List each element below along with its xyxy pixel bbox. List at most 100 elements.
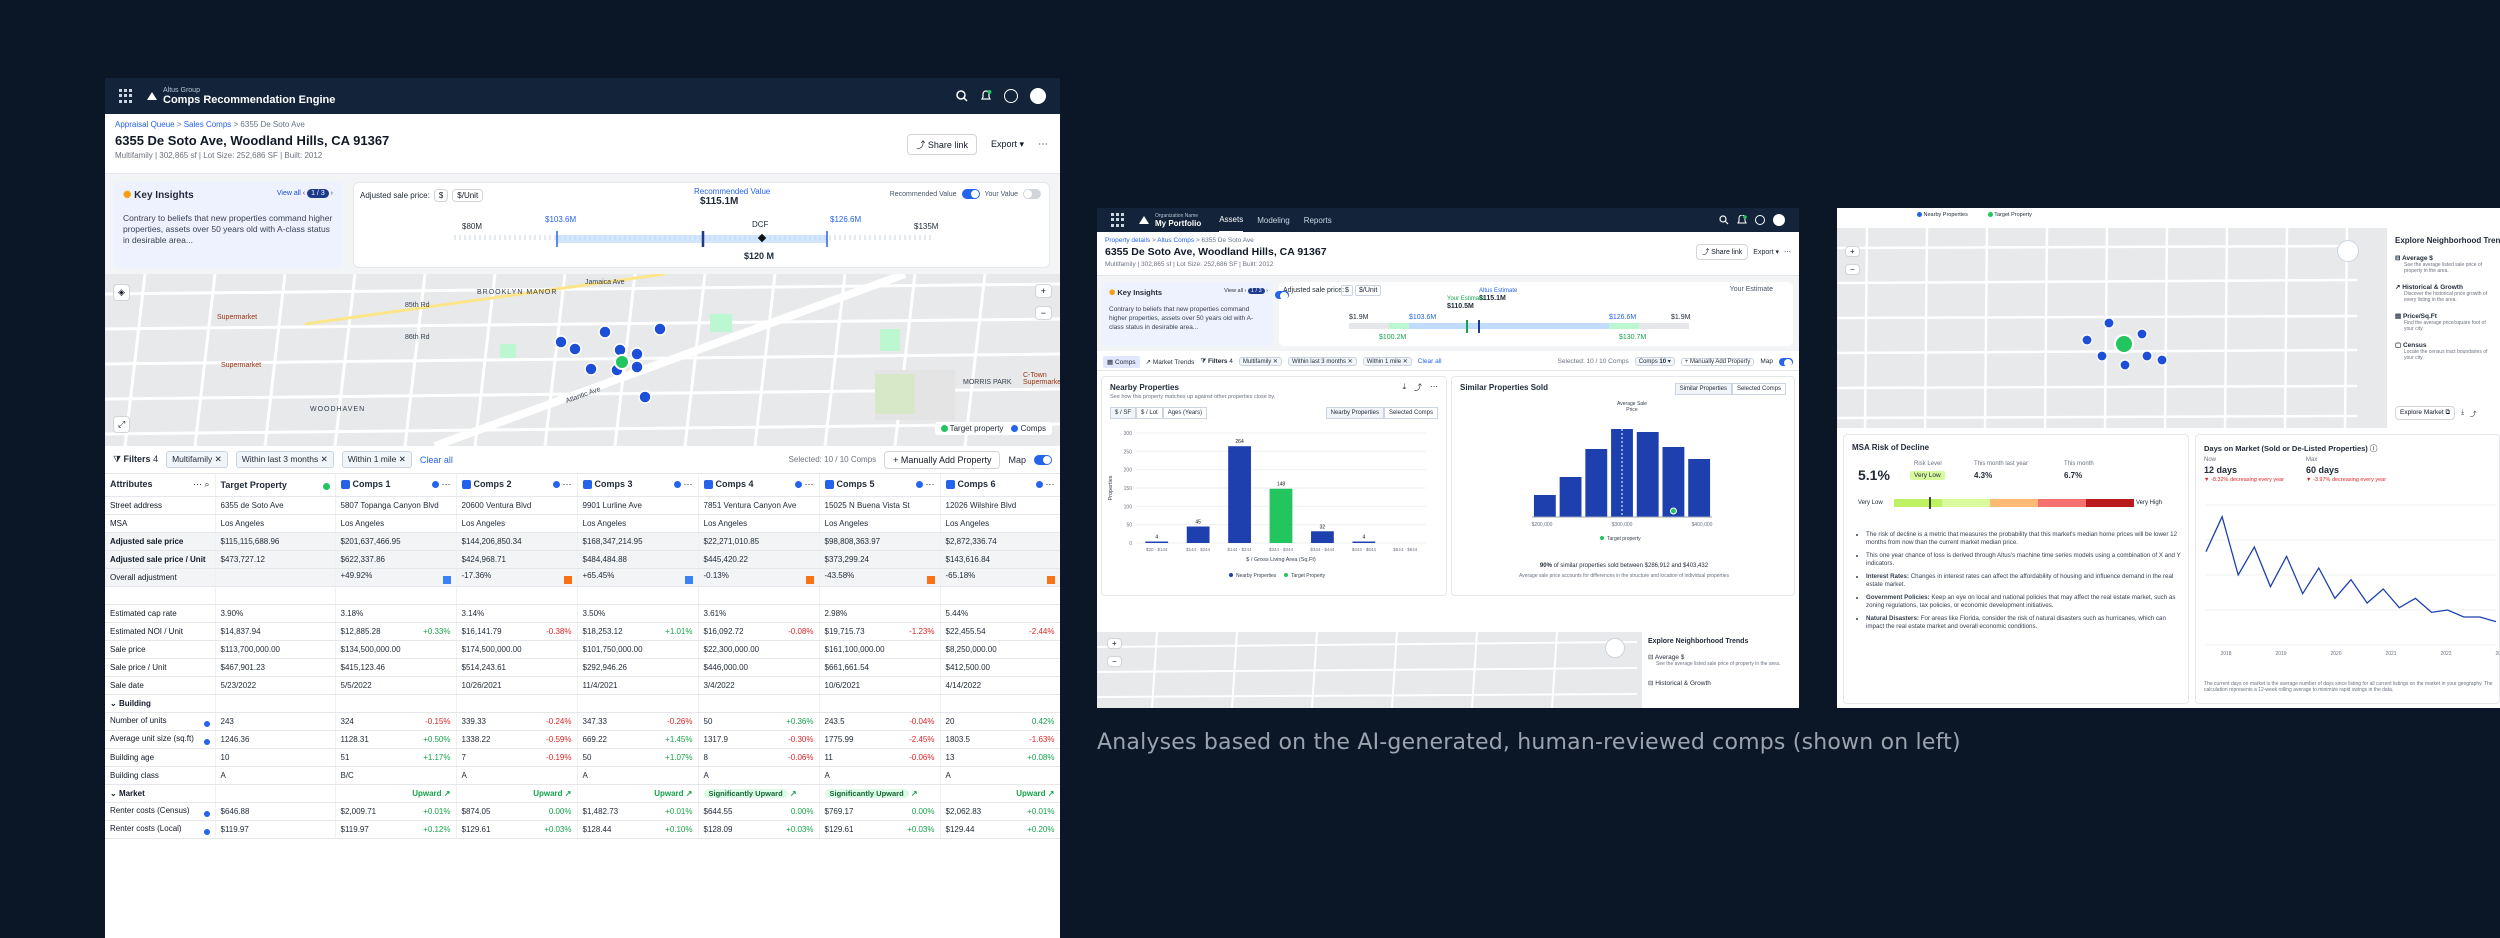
download-icon[interactable]: ⤓ bbox=[1402, 382, 1406, 391]
breadcrumb-altus-comps[interactable]: Altus Comps bbox=[1157, 237, 1195, 244]
explore-item[interactable]: ↗ Historical & Growth Discover the histor… bbox=[2395, 283, 2492, 303]
nav-assets[interactable]: Assets bbox=[1219, 208, 1244, 233]
explore-item[interactable]: ▢ Census Locate the census tract boundari… bbox=[2395, 341, 2492, 361]
explore-item-average[interactable]: ⊟ Average $ bbox=[1648, 654, 1685, 661]
zoom-in-button-3[interactable]: + bbox=[1845, 246, 1860, 257]
download-icon[interactable]: ⤓ bbox=[2461, 409, 2465, 416]
breadcrumb-appraisal-queue[interactable]: Appraisal Queue bbox=[115, 120, 175, 129]
col-header-6[interactable]: Comps 5 ⋯ bbox=[819, 474, 941, 497]
comp-checkbox[interactable] bbox=[703, 480, 713, 490]
map-toggle-2[interactable] bbox=[1779, 357, 1793, 367]
apps-grid-icon[interactable] bbox=[119, 89, 133, 103]
unit-per-toggle-2[interactable]: $/Unit bbox=[1355, 285, 1382, 296]
share-icon[interactable]: ⤴ bbox=[1414, 383, 1422, 392]
info-icon[interactable]: ⓘ bbox=[2369, 444, 2378, 453]
adjust-detail-icon[interactable] bbox=[926, 575, 935, 584]
adjust-detail-icon[interactable] bbox=[563, 575, 572, 584]
search-icon[interactable] bbox=[956, 90, 968, 102]
export-button[interactable]: Export ▾ bbox=[982, 136, 1032, 153]
filter-chip-months-2[interactable]: Within last 3 months ✕ bbox=[1287, 357, 1357, 366]
zoom-in-button[interactable]: + bbox=[1034, 284, 1052, 298]
zoom-in-button-2[interactable]: + bbox=[1107, 638, 1122, 649]
bell-icon[interactable] bbox=[980, 90, 992, 102]
zoom-out-button-3[interactable]: − bbox=[1845, 264, 1860, 275]
manually-add-button-2[interactable]: + Manually Add Property bbox=[1680, 357, 1755, 366]
filter-chip-distance[interactable]: Within 1 mile ✕ bbox=[341, 451, 412, 468]
layers-icon[interactable]: ◈ bbox=[113, 284, 130, 301]
bottom-map-2[interactable]: + − Explore Neighborhood Trends ⊟ Averag… bbox=[1097, 631, 1799, 708]
toggle-similar[interactable]: Similar Properties bbox=[1674, 383, 1732, 395]
filter-chip-multifamily[interactable]: Multifamily ✕ bbox=[166, 451, 228, 468]
col-header-5[interactable]: Comps 4 ⋯ bbox=[698, 474, 820, 497]
manually-add-button[interactable]: + Manually Add Property bbox=[884, 450, 1001, 469]
col-header-2[interactable]: Comps 1 ⋯ bbox=[335, 474, 457, 497]
fullscreen-icon[interactable]: ⤢ bbox=[113, 416, 131, 433]
chevron-down-icon[interactable]: ⌄ bbox=[110, 698, 117, 708]
nav-modeling[interactable]: Modeling bbox=[1257, 215, 1290, 225]
unit-tab-sf[interactable]: $ / SF bbox=[1110, 407, 1137, 419]
search-icon[interactable]: ⋯ ⌕ bbox=[192, 479, 210, 490]
col-header-4[interactable]: Comps 3 ⋯ bbox=[577, 474, 699, 497]
comp-checkbox[interactable] bbox=[461, 480, 471, 490]
more-icon[interactable]: ⋯ bbox=[1430, 382, 1438, 391]
comps-select[interactable]: Comps 10 ▾ bbox=[1634, 357, 1675, 366]
col-header-7[interactable]: Comps 6 ⋯ bbox=[940, 474, 1060, 497]
adjust-detail-icon[interactable] bbox=[442, 575, 451, 584]
filter-chip-months[interactable]: Within last 3 months ✕ bbox=[235, 451, 334, 468]
comps-map[interactable]: BROOKLYN MANOR WOODHAVEN MORRIS PARK Sup… bbox=[105, 274, 1060, 446]
avatar[interactable] bbox=[1030, 88, 1046, 104]
layers-icon[interactable] bbox=[1605, 638, 1625, 658]
zoom-out-button-2[interactable]: − bbox=[1107, 656, 1122, 667]
col-header-3[interactable]: Comps 2 ⋯ bbox=[456, 474, 578, 497]
explore-item[interactable]: ▤ Price/Sq.Ft Find the average price/squa… bbox=[2395, 312, 2492, 332]
filter-chip-distance-2[interactable]: Within 1 mile ✕ bbox=[1362, 357, 1412, 366]
explore-item[interactable]: ⊟ Average $ See the average listed sale p… bbox=[2395, 254, 2492, 274]
view-all-link[interactable]: View all bbox=[276, 190, 301, 197]
nav-reports[interactable]: Reports bbox=[1303, 215, 1332, 225]
adjust-detail-icon[interactable] bbox=[1046, 575, 1055, 584]
zoom-out-button[interactable]: − bbox=[1034, 306, 1052, 320]
view-all-link-2[interactable]: View all bbox=[1224, 288, 1244, 294]
unit-dollar-toggle-2[interactable]: $ bbox=[1341, 285, 1353, 296]
share-link-button[interactable]: ⤴ Share link bbox=[907, 134, 977, 155]
your-estimate-toggle[interactable] bbox=[1275, 291, 1289, 300]
bell-icon[interactable] bbox=[1737, 215, 1747, 225]
breadcrumb-sales-comps[interactable]: Sales Comps bbox=[183, 120, 232, 129]
your-value-toggle[interactable] bbox=[1023, 189, 1041, 199]
unit-tab-ages[interactable]: Ages (Years) bbox=[1162, 407, 1208, 419]
unit-per-toggle[interactable]: $/Unit bbox=[452, 189, 484, 202]
layers-icon[interactable] bbox=[2337, 240, 2359, 262]
map-toggle[interactable] bbox=[1034, 454, 1052, 465]
unit-tab-lot[interactable]: $ / Lot bbox=[1136, 407, 1163, 419]
clear-all-link[interactable]: Clear all bbox=[419, 454, 453, 465]
filters-button-2[interactable]: ⧩ Filters 4 bbox=[1200, 357, 1233, 365]
help-icon[interactable] bbox=[1004, 89, 1018, 103]
more-icon[interactable]: ⋯ bbox=[1784, 249, 1791, 256]
share-icon[interactable]: ⤴ bbox=[2470, 411, 2477, 418]
comp-checkbox[interactable] bbox=[340, 480, 350, 490]
explore-market-button[interactable]: Explore Market ⧉ bbox=[2395, 406, 2456, 420]
help-icon[interactable] bbox=[1755, 215, 1765, 225]
comp-checkbox[interactable] bbox=[824, 480, 834, 490]
toggle-selected[interactable]: Selected Comps bbox=[1383, 407, 1438, 419]
filters-button[interactable]: ⧩ Filters 4 bbox=[113, 454, 159, 464]
search-icon[interactable] bbox=[1719, 215, 1729, 225]
more-icon[interactable]: ⋯ bbox=[1038, 139, 1048, 150]
tab-comps[interactable]: ▦ Comps bbox=[1103, 355, 1140, 368]
col-header-1[interactable]: Target Property bbox=[215, 474, 336, 497]
comp-checkbox[interactable] bbox=[945, 480, 955, 490]
adjust-detail-icon[interactable] bbox=[805, 575, 814, 584]
tab-market-trends[interactable]: ↗ Market Trends bbox=[1145, 358, 1195, 366]
unit-dollar-toggle[interactable]: $ bbox=[433, 189, 449, 202]
export-button-2[interactable]: Export ▾ bbox=[1753, 249, 1779, 256]
filter-chip-multifamily-2[interactable]: Multifamily ✕ bbox=[1238, 357, 1282, 366]
avatar[interactable] bbox=[1773, 214, 1785, 226]
comp-checkbox[interactable] bbox=[582, 480, 592, 490]
recommended-toggle[interactable] bbox=[961, 189, 980, 199]
explore-item-historical[interactable]: ⊟ Historical & Growth bbox=[1648, 680, 1711, 687]
chevron-down-icon[interactable]: ⌄ bbox=[110, 788, 117, 798]
share-link-button-2[interactable]: ⤴ Share link bbox=[1696, 244, 1749, 260]
toggle-nearby[interactable]: Nearby Properties bbox=[1325, 407, 1384, 419]
breadcrumb-property-details[interactable]: Property details bbox=[1105, 237, 1151, 244]
apps-grid-icon[interactable] bbox=[1111, 213, 1125, 227]
